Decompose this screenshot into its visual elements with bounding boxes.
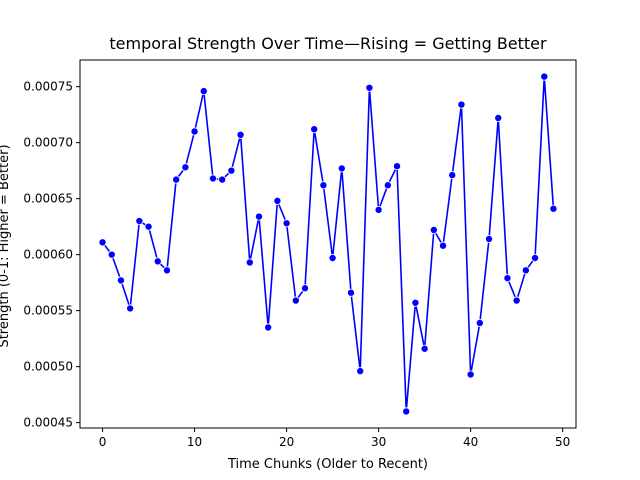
data-point [549,204,558,213]
data-point [328,253,337,262]
x-tick-label: 30 [371,435,386,449]
data-point [374,205,383,214]
data-point [531,253,540,262]
data-point [245,258,254,267]
data-point [282,219,291,228]
y-tick-label: 0.00075 [23,80,73,94]
data-point [190,127,199,136]
x-tick-label: 40 [463,435,478,449]
data-point [393,162,402,171]
x-tick-label: 10 [187,435,202,449]
data-point [310,125,319,134]
y-tick-label: 0.00065 [23,192,73,206]
y-tick-label: 0.00070 [23,136,73,150]
data-point [236,130,245,139]
data-point [475,318,484,327]
y-tick-label: 0.00055 [23,304,73,318]
x-tick-label: 50 [555,435,570,449]
data-point [521,266,530,275]
data-point [291,296,300,305]
y-tick-label: 0.00050 [23,360,73,374]
y-tick-label: 0.00060 [23,248,73,262]
data-point [227,166,236,175]
plot-area: 0 10 20 30 40 50 0.00045 0.00050 0.00055 0.00060 0… [23,59,577,449]
data-point [107,250,116,259]
data-point [448,171,457,180]
data-point [503,274,512,283]
data-point [181,163,190,172]
data-point [162,266,171,275]
data-point [98,238,107,247]
data-point [411,298,420,307]
x-axis-label: Time Chunks (Older to Recent) [227,457,428,472]
data-point [356,367,365,376]
data-point [126,304,135,313]
axes-frame [79,59,577,429]
data-point [494,114,503,123]
data-point [153,257,162,266]
data-point [254,212,263,221]
chart-title: temporal Strength Over Time—Rising = Get… [109,34,547,53]
data-point [319,181,328,190]
data-point [199,87,208,96]
x-tick-label: 20 [279,435,294,449]
data-point [457,100,466,109]
data-point [135,217,144,226]
data-point [485,234,494,243]
data-point [512,296,521,305]
y-axis-label: Strength (0-1: Higher = Better) [0,144,12,347]
data-point [116,276,125,285]
data-point [347,288,356,297]
data-point [420,344,429,353]
data-point [540,72,549,81]
data-point [439,241,448,250]
data-point [365,83,374,92]
data-point [466,370,475,379]
data-point [208,174,217,183]
data-point [144,222,153,231]
data-point [264,323,273,332]
data-point [218,175,227,184]
data-point [172,175,181,184]
data-point [337,164,346,173]
data-point [300,284,309,293]
x-tick-label: 0 [99,435,107,449]
data-point [402,407,411,416]
data-point [273,196,282,205]
data-point [429,226,438,235]
y-tick-label: 0.00045 [23,416,73,430]
data-point [383,181,392,190]
